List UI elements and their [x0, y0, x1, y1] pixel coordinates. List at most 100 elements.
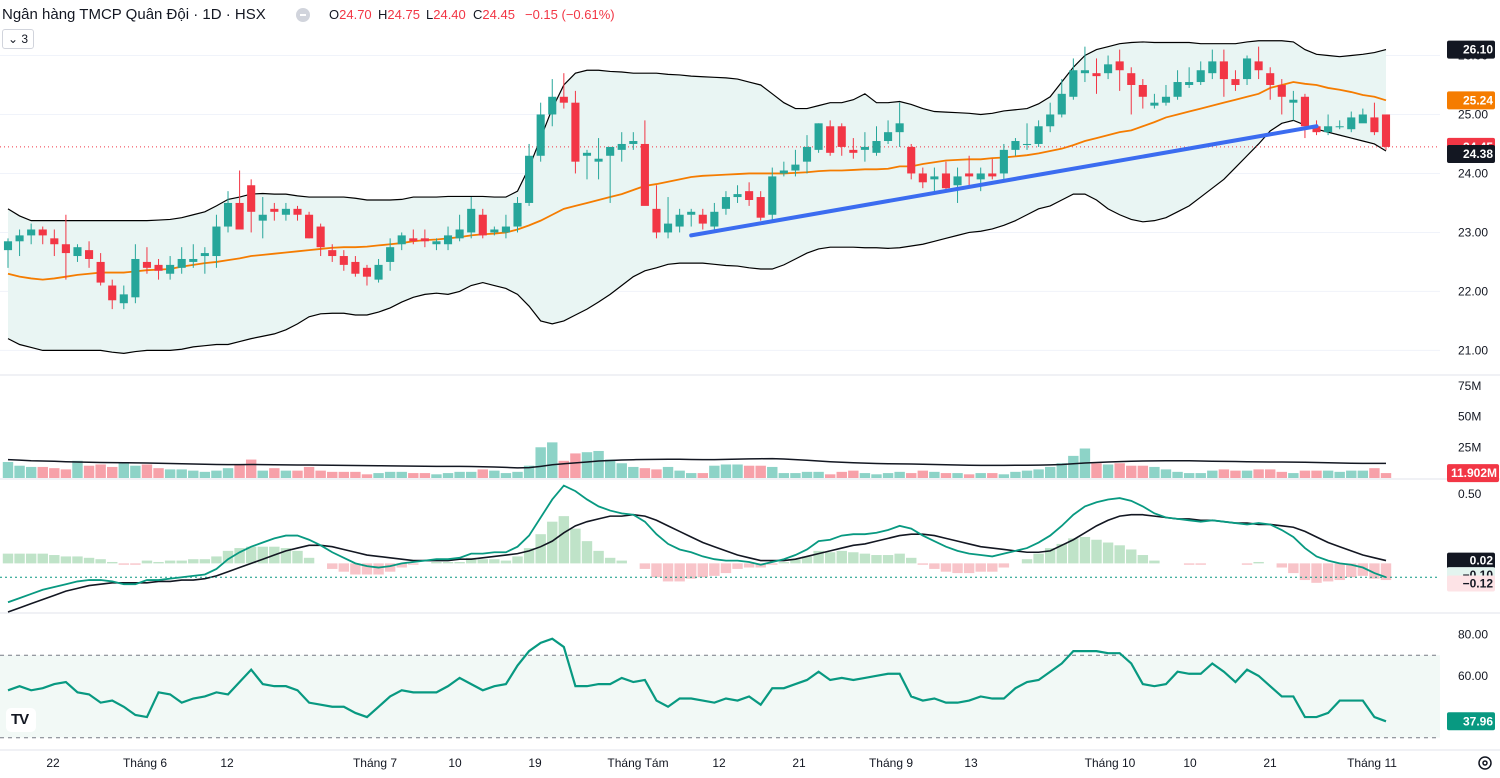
- candle-body: [860, 146, 869, 150]
- candle: [443, 226, 453, 251]
- volume-bar: [998, 474, 1010, 478]
- macd-histogram-bar: [882, 555, 894, 564]
- volume-bar: [547, 442, 558, 478]
- volume-bar: [2, 462, 14, 478]
- candle: [976, 167, 985, 192]
- macd-histogram-bar: [1183, 563, 1195, 565]
- macd-histogram-bar: [211, 556, 222, 564]
- candle: [999, 143, 1008, 180]
- volume-bar: [396, 471, 407, 478]
- candle: [1161, 84, 1171, 106]
- macd-pane[interactable]: [0, 484, 1440, 613]
- rsi-badge-text: 37.96: [1463, 714, 1493, 728]
- settings-gear-icon[interactable]: [1476, 754, 1494, 772]
- candle: [826, 120, 835, 156]
- candle: [849, 138, 858, 159]
- macd-histogram-bar: [465, 557, 477, 564]
- candle: [61, 214, 70, 280]
- macd-histogram-bar: [917, 563, 929, 565]
- rsi-pane[interactable]: [0, 637, 1440, 739]
- macd-histogram-bar: [60, 556, 72, 564]
- volume-pane[interactable]: [2, 442, 1392, 478]
- volume-bar: [801, 471, 813, 478]
- candle-body: [617, 143, 626, 150]
- candle-body: [316, 226, 325, 248]
- candle: [189, 244, 198, 268]
- candle-body: [1161, 96, 1171, 103]
- macd-histogram-bar: [778, 561, 790, 564]
- indicators-collapse-button[interactable]: ⌄ 3: [2, 29, 34, 49]
- symbol-title[interactable]: Ngân hàng TMCP Quân Đội · 1D · HSX: [2, 6, 266, 23]
- candle: [698, 208, 707, 230]
- volume-bar: [1207, 470, 1218, 478]
- candle-body: [872, 141, 881, 153]
- candle-body: [1138, 84, 1147, 97]
- candle-body: [85, 250, 94, 259]
- candle: [501, 214, 510, 239]
- macd-histogram-bar: [280, 548, 292, 564]
- candle-body: [15, 235, 24, 242]
- volume-bar: [141, 464, 153, 478]
- macd-histogram-bar: [1241, 563, 1253, 565]
- candle: [397, 232, 406, 251]
- bb-upper-badge-bg: [1447, 40, 1495, 59]
- candle: [223, 191, 233, 233]
- time-tick-label: 10: [1183, 756, 1197, 770]
- candle-body: [513, 202, 522, 227]
- volume-bar: [952, 473, 963, 478]
- candle-body: [247, 185, 256, 212]
- candle-body: [1347, 117, 1356, 130]
- macd-histogram-bar: [848, 552, 859, 564]
- candle: [582, 149, 592, 180]
- volume-bar: [1288, 473, 1299, 478]
- time-axis[interactable]: 22 Tháng 6 12 Tháng 7 10 19 Tháng Tám 12 21 Tháng…: [46, 756, 1397, 770]
- bollinger-upper-line: [7, 40, 1387, 222]
- volume-bar: [1253, 469, 1264, 478]
- volume-bar: [662, 466, 674, 478]
- macd-histogram-bar: [1079, 536, 1091, 564]
- volume-bar: [199, 471, 211, 478]
- rsi-line: [7, 637, 1387, 723]
- candle: [73, 244, 82, 262]
- macd-histogram-bar: [257, 546, 268, 564]
- volume-bar: [315, 470, 326, 478]
- macd-histogram-bar: [25, 553, 37, 564]
- volume-tick-label: 75M: [1458, 379, 1481, 393]
- candle-body: [1231, 79, 1240, 85]
- candle-body: [119, 294, 128, 304]
- candle: [305, 211, 314, 239]
- ma-badge: 25.24: [1447, 91, 1495, 110]
- time-tick-label: Tháng 7: [353, 756, 397, 770]
- candle: [1300, 93, 1309, 139]
- candle-body: [96, 261, 105, 283]
- candle: [328, 244, 337, 262]
- candle-body: [988, 173, 997, 177]
- time-tick-label: 19: [528, 756, 542, 770]
- candle: [918, 167, 927, 189]
- candle-body: [768, 176, 777, 215]
- candle: [420, 229, 429, 248]
- macd-histogram-bar: [338, 563, 350, 572]
- volume-bar: [211, 470, 222, 478]
- candle-body: [895, 123, 904, 133]
- candle: [779, 161, 788, 177]
- volume-bar: [176, 469, 187, 478]
- candle-body: [351, 261, 360, 274]
- volume-bar: [95, 464, 106, 478]
- tradingview-logo[interactable]: TV: [6, 708, 36, 732]
- volume-bar: [558, 460, 570, 478]
- price-pane[interactable]: [0, 40, 1440, 354]
- candle: [1219, 49, 1228, 97]
- volume-bar: [280, 470, 292, 478]
- market-status-icon[interactable]: [296, 8, 310, 22]
- tv-logo-icon: TV: [11, 711, 29, 728]
- candle-body: [235, 202, 244, 230]
- candle-body: [490, 229, 499, 233]
- macd-histogram-bar: [952, 563, 963, 574]
- volume-bar: [1160, 469, 1172, 478]
- candle-body: [837, 126, 846, 147]
- candle: [478, 208, 487, 239]
- volume-bar: [1114, 463, 1125, 478]
- macd-histogram-bar: [1288, 563, 1299, 574]
